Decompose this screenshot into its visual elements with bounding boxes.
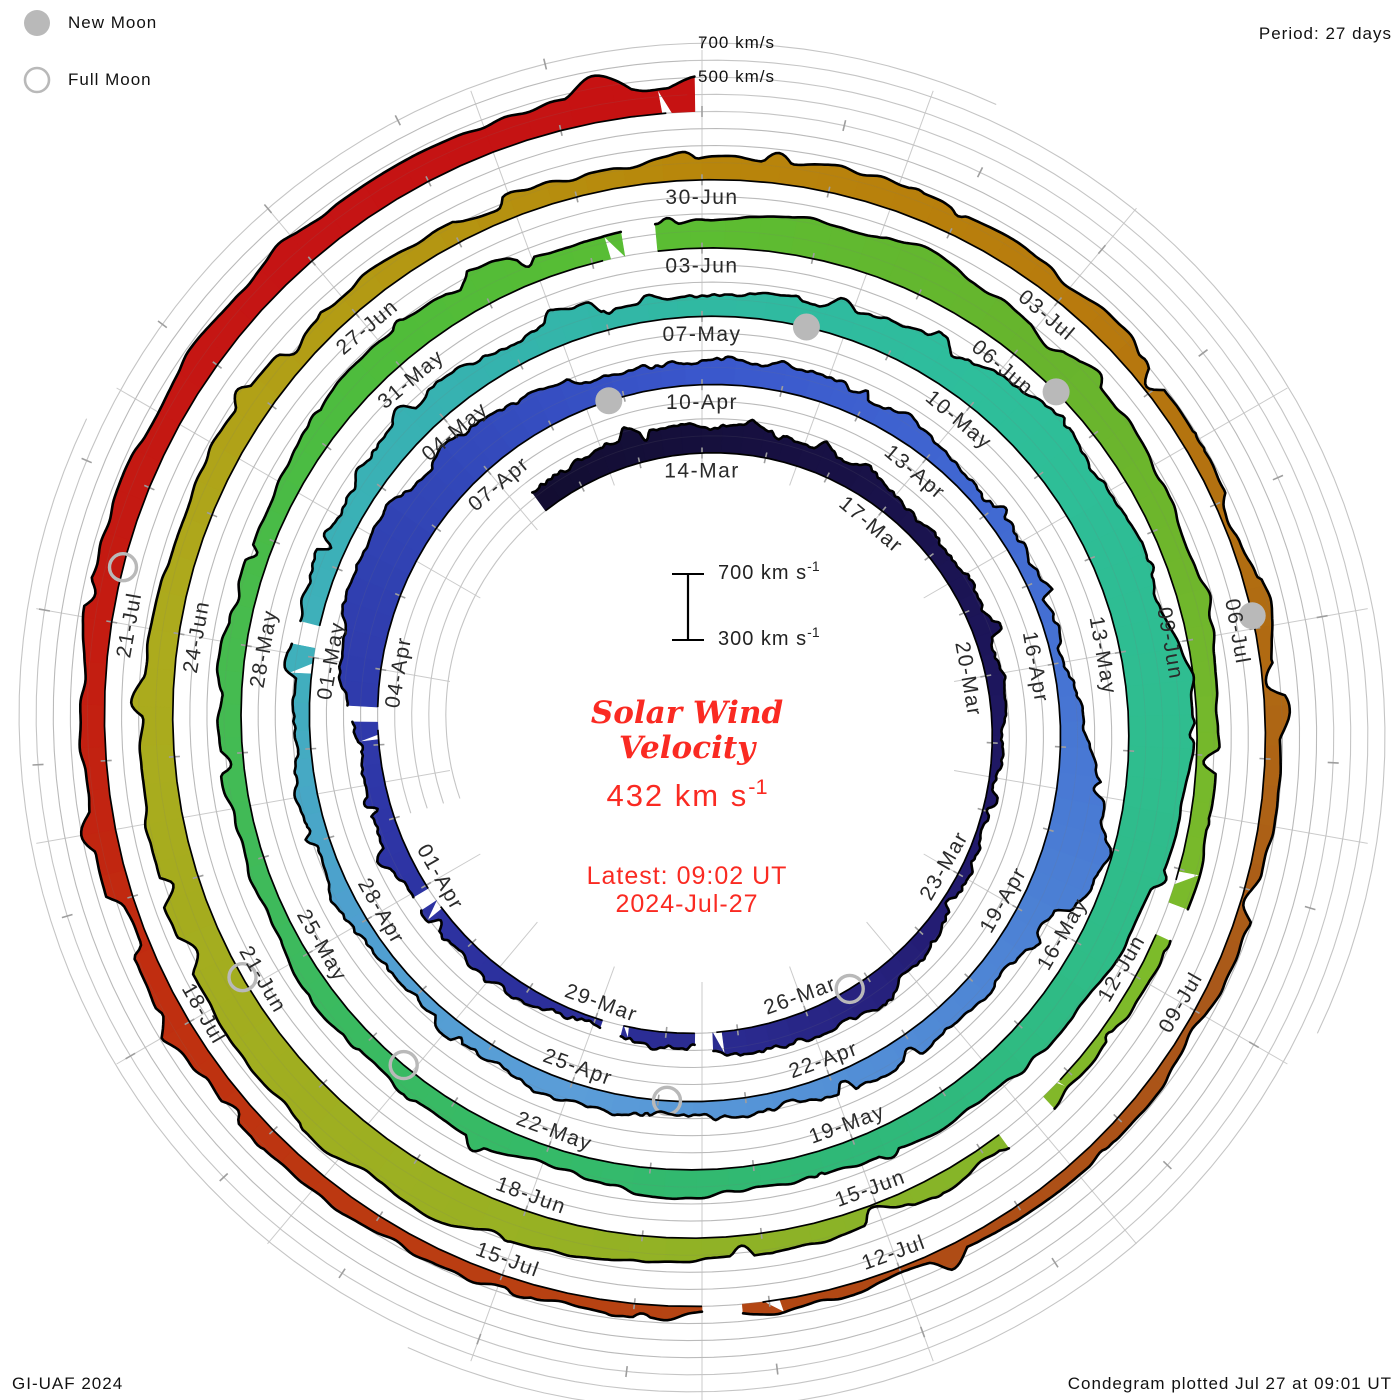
date-label: 07-May [662,323,741,346]
date-label: 14-Mar [664,459,740,482]
chart-title: Solar Wind Velocity [590,695,784,766]
outer-scale-700: 700 km/s [698,33,775,52]
new-moon-marker [595,387,623,415]
full-moon-marker [227,962,258,993]
moon-markers [107,313,1266,1117]
current-velocity-value: 432 km s-1 [606,774,768,813]
plotted-timestamp: Condegram plotted Jul 27 at 09:01 UT [1067,1374,1392,1393]
date-label: 21-Jul [112,590,146,659]
latest-timestamp: Latest: 09:02 UT 2024-Jul-27 [586,862,788,918]
date-label: 12-Jul [859,1231,929,1275]
new-moon-marker [1238,602,1266,630]
legend-full-moon-label: Full Moon [68,70,152,89]
outer-scale-500: 500 km/s [698,67,775,86]
legend-new-moon-label: New Moon [68,13,158,32]
date-label: 30-Jun [665,186,738,209]
new-moon-icon [24,10,50,36]
period-label: Period: 27 days [1258,24,1392,43]
date-label: 03-Jun [665,254,738,277]
legend-new-moon: New Moon [22,8,157,38]
scale-bar-top-label: 700 km s-1 [718,558,820,584]
legend-full-moon: Full Moon [22,65,152,95]
full-moon-marker [107,552,139,583]
scale-bar-bottom-label: 300 km s-1 [718,624,820,650]
new-moon-marker [792,313,820,341]
velocity-scale-bar [672,573,704,641]
full-moon-icon [23,66,51,94]
date-label: 04-Apr [381,635,416,710]
credit-label: GI-UAF 2024 [12,1374,124,1393]
baseline [103,112,1267,1308]
new-moon-marker [1042,378,1070,406]
full-moon-marker [834,973,865,1005]
velocity-curve [78,74,1292,1322]
date-label: 10-Apr [666,391,738,414]
full-moon-marker [388,1049,419,1081]
